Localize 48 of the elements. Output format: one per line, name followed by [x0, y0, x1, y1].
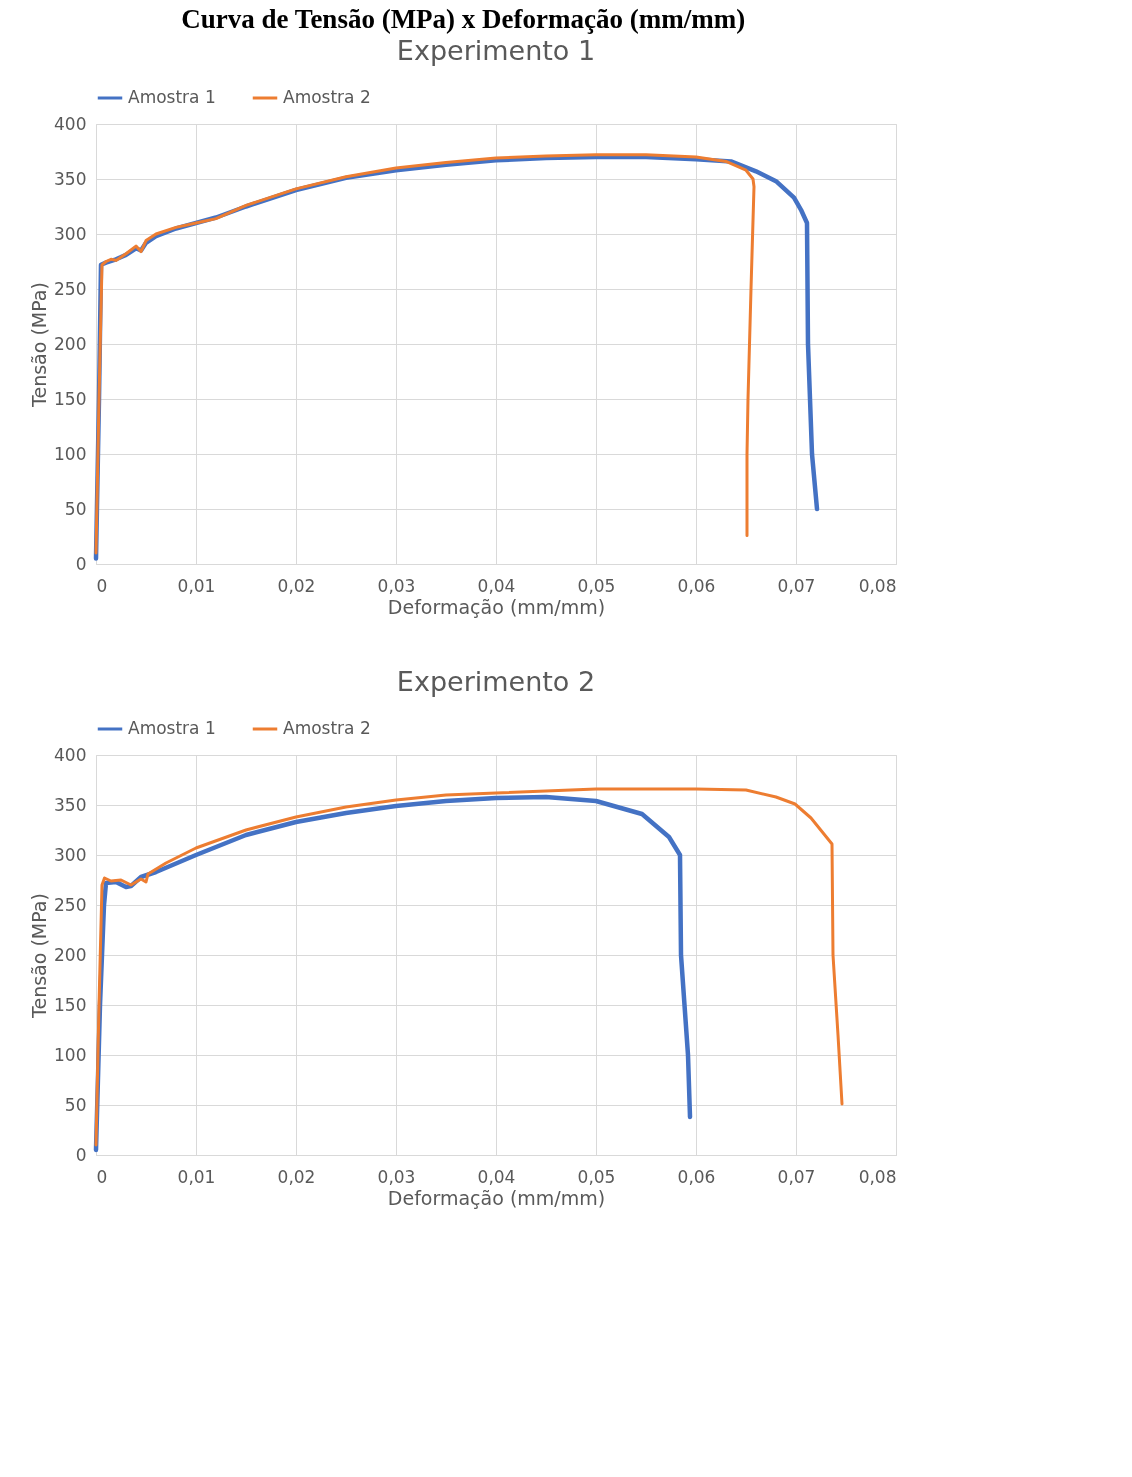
y-tick-label: 0	[75, 553, 87, 574]
x-tick-label: 0	[96, 575, 108, 596]
x-axis-title: Deformação (mm/mm)	[387, 1186, 606, 1209]
y-tick-label: 300	[54, 844, 87, 865]
x-tick-label: 0,07	[777, 575, 816, 596]
x-tick-label: 0,02	[277, 575, 316, 596]
text: Curva de Tensão (MPa) x Deformação (mm/mm)	[181, 3, 746, 34]
y-axis-title: Tensão (MPa)	[28, 893, 51, 1019]
x-tick-label: 0,04	[477, 575, 516, 596]
y-tick-label: 100	[54, 443, 87, 464]
x-tick-label: 0,08	[858, 575, 897, 596]
y-tick-label: 0	[75, 1144, 87, 1165]
y-tick-label: 50	[64, 1094, 87, 1115]
x-tick-label: 0,07	[777, 1166, 816, 1187]
x-tick-label: 0,04	[477, 1166, 516, 1187]
y-tick-label: 350	[54, 794, 87, 815]
y-tick-label: 350	[54, 168, 87, 189]
y-tick-label: 150	[54, 388, 87, 409]
chart-title: Experimento 1	[396, 35, 596, 66]
y-tick-label: 400	[54, 113, 87, 134]
x-tick-label: 0,02	[277, 1166, 316, 1187]
x-axis-title: Deformação (mm/mm)	[387, 595, 606, 618]
y-tick-label: 100	[54, 1044, 87, 1065]
y-tick-label: 200	[54, 333, 87, 354]
x-tick-label: 0,01	[177, 1166, 216, 1187]
x-tick-label: 0,05	[577, 1166, 616, 1187]
x-tick-label: 0	[96, 1166, 108, 1187]
legend-label: Amostra 1	[128, 718, 216, 738]
line-series	[94, 787, 844, 1147]
y-axis-title: Tensão (MPa)	[28, 282, 51, 408]
y-tick-label: 250	[54, 278, 87, 299]
x-tick-label: 0,03	[377, 1166, 416, 1187]
x-tick-label: 0,08	[858, 1166, 897, 1187]
x-tick-label: 0,01	[177, 575, 216, 596]
y-tick-label: 400	[54, 744, 87, 765]
y-tick-label: 200	[54, 944, 87, 965]
legend-label: Amostra 2	[283, 718, 371, 738]
x-tick-label: 0,06	[677, 1166, 716, 1187]
legend-label: Amostra 2	[283, 87, 371, 107]
y-tick-label: 300	[54, 223, 87, 244]
chart-title: Experimento 2	[396, 666, 596, 697]
legend-label: Amostra 1	[128, 87, 216, 107]
x-tick-label: 0,05	[577, 575, 616, 596]
y-tick-label: 150	[54, 994, 87, 1015]
y-tick-label: 250	[54, 894, 87, 915]
y-tick-label: 50	[64, 498, 87, 519]
x-tick-label: 0,03	[377, 575, 416, 596]
x-tick-label: 0,06	[677, 575, 716, 596]
